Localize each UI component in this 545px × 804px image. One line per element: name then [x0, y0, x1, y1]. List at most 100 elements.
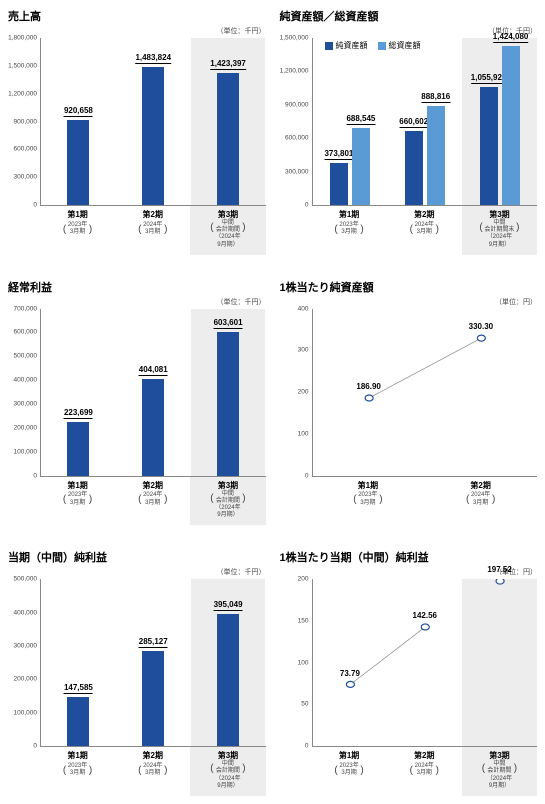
bar-value-label: 1,424,080: [493, 32, 529, 43]
x-category: 第2期2024年3月期: [115, 206, 190, 255]
x-axis: 第1期2023年3月期第2期2024年3月期第3期中間会計期間（2024年9月期…: [312, 747, 538, 796]
x-sub-label: 2024年3月期: [471, 492, 490, 506]
chart-panel-assets: 純資産額／総資産額（単位：千円）0300,000600,000900,0001,…: [280, 8, 538, 255]
y-tick: 150: [279, 617, 309, 624]
chart-area: 0100200300400186.90330.30: [312, 309, 538, 477]
bar-group: 285,127: [116, 579, 191, 746]
chart-title: 売上高: [8, 8, 266, 24]
y-tick: 500,000: [7, 353, 37, 360]
y-tick: 400,000: [7, 377, 37, 384]
y-tick: 0: [7, 202, 37, 209]
chart-title: 経常利益: [8, 279, 266, 295]
x-category: 第2期 2024年3月期: [387, 206, 462, 255]
data-point: [477, 335, 485, 341]
data-point: [496, 579, 504, 584]
bar: 147,585: [67, 697, 89, 746]
data-point: [421, 624, 429, 630]
chart-area: 0100,000200,000300,000400,000500,000147,…: [40, 579, 266, 747]
y-tick: 100,000: [7, 448, 37, 455]
chart-panel-nav_per_share: 1株当たり純資産額（単位：円）0100200300400186.90330.30…: [280, 279, 538, 526]
y-tick: 1,800,000: [7, 35, 37, 42]
y-tick: 900,000: [7, 118, 37, 125]
point-value-label: 330.30: [469, 322, 493, 331]
bar: 285,127: [142, 651, 164, 746]
x-category: 第1期2023年3月期: [40, 477, 115, 526]
bar-value-label: 920,658: [64, 106, 93, 117]
plot-area: 223,699404,081603,601: [41, 309, 266, 476]
bar-group: 660,602 888,816: [387, 38, 462, 205]
legend-item: 総資産額: [378, 40, 421, 51]
x-main-label: 第2期: [115, 209, 190, 220]
chart-unit: （単位：千円）: [8, 26, 266, 36]
x-sub-label: 中間会計期間末（2024年9月期）: [484, 220, 514, 249]
y-tick: 0: [279, 472, 309, 479]
x-category: 第3期中間会計期間（2024年9月期）: [190, 747, 265, 796]
x-category: 第2期2024年3月期: [115, 477, 190, 526]
bar-group: 395,049: [191, 579, 266, 746]
bar-value-label: 888,816: [421, 92, 450, 103]
bar: 1,423,397: [217, 73, 239, 205]
point-value-label: 186.90: [356, 382, 380, 391]
x-main-label: 第1期: [40, 209, 115, 220]
x-axis: 第1期2023年3月期第2期2024年3月期第3期中間会計期間（2024年9月期…: [40, 747, 266, 796]
bar-value-label: 660,602: [399, 117, 428, 128]
x-axis: 第1期2023年3月期第2期2024年3月期第3期中間会計期間（2024年9月期…: [40, 477, 266, 526]
y-tick: 0: [7, 743, 37, 750]
point-value-label: 142.56: [413, 611, 437, 620]
x-main-label: 第3期: [190, 480, 265, 491]
x-main-label: 第2期: [387, 209, 462, 220]
chart-unit: （単位：千円）: [8, 297, 266, 307]
plot-area: 920,658 1,483,824 1,423,397: [41, 38, 266, 205]
chart-area: 0100,000200,000300,000400,000500,000600,…: [40, 309, 266, 477]
chart-panel-sales: 売上高（単位：千円）0300,000600,000900,0001,200,00…: [8, 8, 266, 255]
y-tick: 0: [279, 743, 309, 750]
y-tick: 200: [279, 389, 309, 396]
y-tick: 100: [279, 659, 309, 666]
bar-group: 147,585: [41, 579, 116, 746]
x-sub-label: 中間会計期間（2024年9月期）: [215, 761, 240, 790]
x-sub-label: 2023年3月期: [339, 222, 358, 236]
x-main-label: 第1期: [40, 750, 115, 761]
y-tick: 1,200,000: [7, 90, 37, 97]
line-segment: [350, 627, 425, 684]
chart-panel-eps: 1株当たり当期（中間）純利益（単位：円）05010015020073.79142…: [280, 549, 538, 796]
x-axis: 第1期2023年3月期第2期2024年3月期: [312, 477, 538, 509]
bar: 1,483,824: [142, 67, 164, 205]
chart-area: 0300,000600,000900,0001,200,0001,500,000…: [312, 38, 538, 206]
chart-area: 05010015020073.79142.56197.52: [312, 579, 538, 747]
x-sub-label: 2023年3月期: [68, 492, 87, 506]
y-tick: 400,000: [7, 609, 37, 616]
y-tick: 1,500,000: [279, 35, 309, 42]
y-tick: 1,200,000: [279, 68, 309, 75]
legend-item: 純資産額: [325, 40, 368, 51]
bar-value-label: 395,049: [214, 600, 243, 611]
legend-label: 総資産額: [389, 40, 421, 51]
y-tick: 100,000: [7, 709, 37, 716]
x-main-label: 第2期: [115, 750, 190, 761]
x-main-label: 第1期: [312, 480, 425, 491]
legend: 純資産額 総資産額: [325, 40, 421, 51]
line-segment: [369, 338, 481, 398]
x-main-label: 第2期: [387, 750, 462, 761]
bar-value-label: 1,483,824: [135, 53, 171, 64]
bar-value-label: 285,127: [139, 637, 168, 648]
y-tick: 400: [279, 305, 309, 312]
x-category: 第2期2024年3月期: [424, 477, 537, 509]
bar: 920,658: [67, 120, 89, 205]
point-value-label: 73.79: [340, 669, 360, 678]
bar-value-label: 404,081: [139, 365, 168, 376]
y-tick: 200,000: [7, 424, 37, 431]
x-category: 第3期中間会計期間（2024年9月期）: [190, 477, 265, 526]
bar: 688,545: [352, 128, 370, 205]
x-main-label: 第1期: [40, 480, 115, 491]
x-category: 第1期2023年3月期: [312, 206, 387, 255]
bar: 660,602: [405, 131, 423, 205]
chart-title: 当期（中間）純利益: [8, 549, 266, 565]
chart-panel-net_income: 当期（中間）純利益（単位：千円）0100,000200,000300,00040…: [8, 549, 266, 796]
bar: 404,081: [142, 379, 164, 475]
bar-group: 1,483,824: [116, 38, 191, 205]
x-sub-label: 2024年3月期: [415, 763, 434, 777]
x-sub-label: 2024年3月期: [415, 222, 434, 236]
x-category: 第1期2023年3月期: [312, 747, 387, 796]
y-tick: 1,500,000: [7, 62, 37, 69]
